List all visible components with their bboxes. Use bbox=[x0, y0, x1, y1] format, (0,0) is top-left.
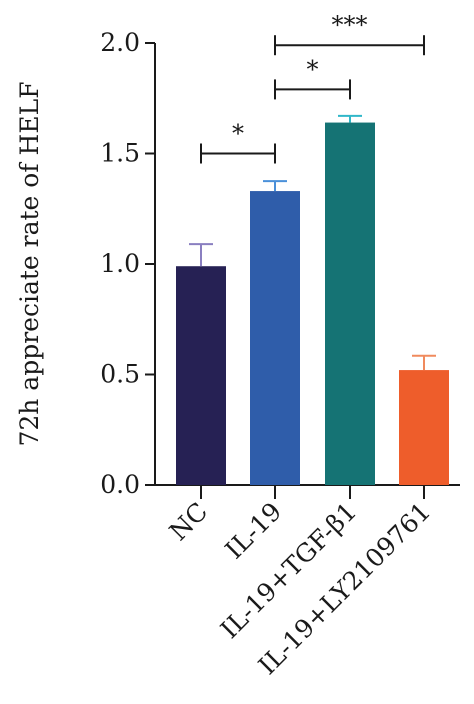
significance-bracket: *** bbox=[274, 11, 425, 56]
significance-bracket: * bbox=[274, 55, 351, 100]
y-tick-label: 0.5 bbox=[100, 360, 140, 389]
significance-bracket: * bbox=[200, 120, 276, 164]
bars bbox=[176, 122, 449, 485]
y-ticks: 0.0 0.5 1.0 1.5 2.0 bbox=[100, 28, 155, 499]
x-tick-label: NC bbox=[164, 497, 214, 547]
significance-label: * bbox=[307, 55, 319, 83]
y-tick-label: 1.5 bbox=[100, 139, 140, 168]
significance-brackets: ***** bbox=[200, 11, 425, 164]
bar-0 bbox=[176, 266, 226, 485]
significance-label: * bbox=[232, 120, 244, 148]
bar-3 bbox=[399, 370, 449, 485]
bar-2 bbox=[325, 122, 375, 485]
y-tick-label: 1.0 bbox=[100, 249, 140, 278]
bar-1 bbox=[250, 191, 300, 485]
y-tick-label: 2.0 bbox=[100, 28, 140, 57]
y-axis-label: 72h appreciate rate of HELF bbox=[15, 81, 44, 446]
significance-label: *** bbox=[332, 11, 368, 39]
x-tick-label: IL-19 bbox=[220, 497, 288, 565]
x-tick-label: IL-19+TGF-β1 bbox=[215, 497, 362, 644]
error-bars bbox=[189, 114, 436, 371]
y-tick-label: 0.0 bbox=[100, 470, 140, 499]
